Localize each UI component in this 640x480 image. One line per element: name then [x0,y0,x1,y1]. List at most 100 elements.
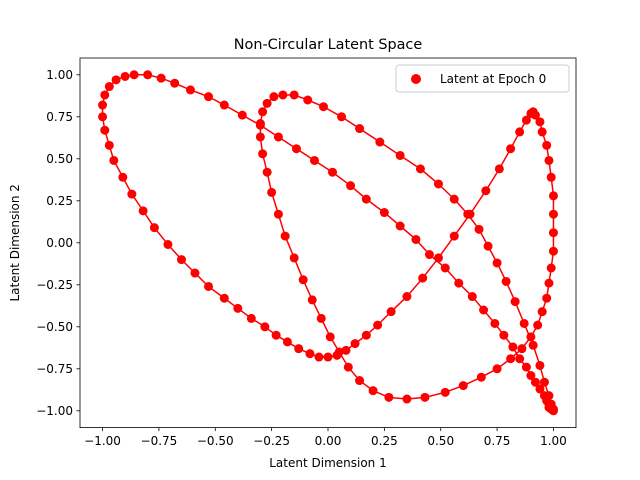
data-point [395,221,405,231]
data-point [170,78,180,88]
data-point [521,362,531,372]
data-point [111,75,121,85]
data-point [350,339,360,349]
x-tick-label: 0.00 [315,434,342,448]
data-point [273,209,283,219]
data-point [318,102,328,112]
data-point [291,144,301,154]
data-point [120,71,130,81]
data-point [246,313,256,323]
data-point [535,360,545,370]
data-point [483,241,493,251]
data-point [506,354,516,364]
data-point [519,318,529,328]
data-point [548,228,558,238]
data-point [479,305,489,315]
data-point [346,181,356,191]
data-layer [98,70,558,416]
data-point [458,381,468,391]
data-point [127,189,137,199]
plot-area [80,58,576,428]
data-point [278,90,288,100]
data-point [98,100,108,110]
data-point [476,372,486,382]
data-point [163,239,173,249]
data-point [454,278,464,288]
data-point [548,191,558,201]
legend: Latent at Epoch 0 [395,64,570,93]
data-point [530,377,540,387]
data-point [544,278,554,288]
data-point [361,330,371,340]
data-point [530,110,540,120]
data-point [526,332,536,342]
data-point [535,117,545,127]
y-tick-label: −0.50 [36,320,73,334]
data-point [316,313,326,323]
data-point [190,268,200,278]
data-point [492,364,502,374]
data-point [341,345,351,355]
data-point [258,107,268,117]
data-point [449,231,459,241]
data-point [420,392,430,402]
chart-title: Non-Circular Latent Space [234,37,423,53]
data-point [517,344,527,354]
data-point [303,95,313,105]
data-point [98,112,108,122]
data-point [379,208,389,218]
data-point [526,371,536,381]
data-point [521,115,531,125]
data-point [289,90,299,100]
data-point [149,223,159,233]
data-point [373,320,383,330]
y-tick-label: 0.25 [46,194,73,208]
data-point [109,155,119,165]
data-point [418,273,428,283]
data-point [273,132,283,142]
data-point [542,293,552,303]
data-point [176,255,186,265]
data-point [100,125,110,135]
data-point [258,149,268,159]
data-point [508,342,518,352]
data-point [143,70,153,80]
legend-box [395,64,570,93]
x-axis-ticks: −1.00 −0.75 −0.50 −0.25 0.00 0.25 0.50 0.75 1.00 [84,427,567,448]
data-point [361,194,371,204]
data-point [548,404,558,414]
data-point [535,384,545,394]
data-point [185,85,195,95]
data-point [424,250,434,260]
y-tick-label: 0.75 [46,110,73,124]
data-point [255,119,265,129]
data-point [490,318,500,328]
x-tick-label: −0.75 [141,434,178,448]
data-point [118,172,128,182]
data-point [156,73,166,83]
x-tick-label: 0.75 [484,434,511,448]
data-point [501,276,511,286]
data-point [537,127,547,137]
data-point [294,344,304,354]
data-point [544,391,554,401]
data-point [219,100,229,110]
data-point [307,295,317,305]
data-point [328,167,338,177]
data-point [305,349,315,359]
y-tick-label: −0.75 [36,362,73,376]
data-point [314,352,324,362]
data-point [402,394,412,404]
y-tick-label: 0.00 [46,236,73,250]
x-axis-label: Latent Dimension 1 [269,456,387,470]
data-point [433,253,443,263]
data-point [494,164,504,174]
data-point [415,164,425,174]
data-point [237,110,247,120]
data-point [289,253,299,263]
data-point [280,231,290,241]
data-point [528,340,538,350]
data-point [386,307,396,317]
data-point [449,194,459,204]
